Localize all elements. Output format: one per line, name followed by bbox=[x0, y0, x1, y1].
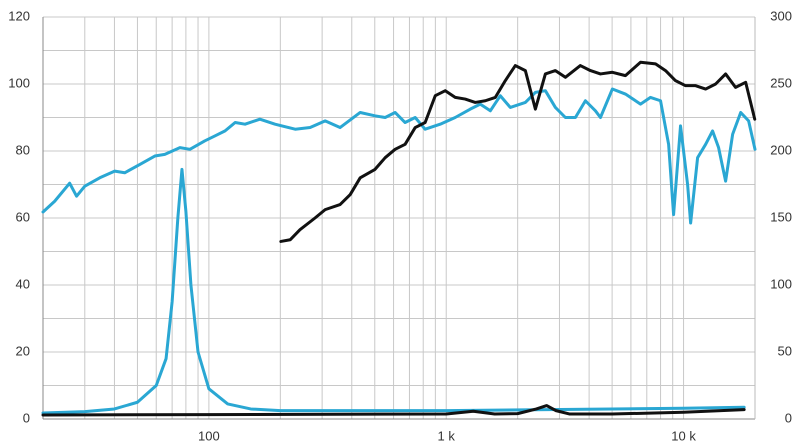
y2-tick-label: 150 bbox=[770, 209, 792, 224]
series-line bbox=[41, 167, 746, 415]
y2-tick-label: 300 bbox=[770, 8, 792, 23]
series-line bbox=[41, 404, 746, 417]
y-tick-label: 120 bbox=[8, 8, 30, 23]
y2-tick-label: 200 bbox=[770, 142, 792, 157]
y-tick-label: 100 bbox=[8, 75, 30, 90]
y2-tick-label: 250 bbox=[770, 75, 792, 90]
y-tick-label: 20 bbox=[16, 343, 30, 358]
series-line bbox=[279, 60, 757, 243]
y-tick-label: 40 bbox=[16, 276, 30, 291]
y2-tick-label: 0 bbox=[785, 410, 792, 425]
y2-tick-label: 100 bbox=[770, 276, 792, 291]
y2-tick-label: 50 bbox=[778, 343, 792, 358]
y-tick-label: 80 bbox=[16, 142, 30, 157]
x-tick-label: 100 bbox=[198, 428, 220, 443]
x-tick-label: 10 k bbox=[671, 428, 696, 443]
y-tick-label: 60 bbox=[16, 209, 30, 224]
series-line bbox=[41, 87, 757, 225]
x-tick-label: 1 k bbox=[438, 428, 456, 443]
y-tick-label: 0 bbox=[23, 410, 30, 425]
